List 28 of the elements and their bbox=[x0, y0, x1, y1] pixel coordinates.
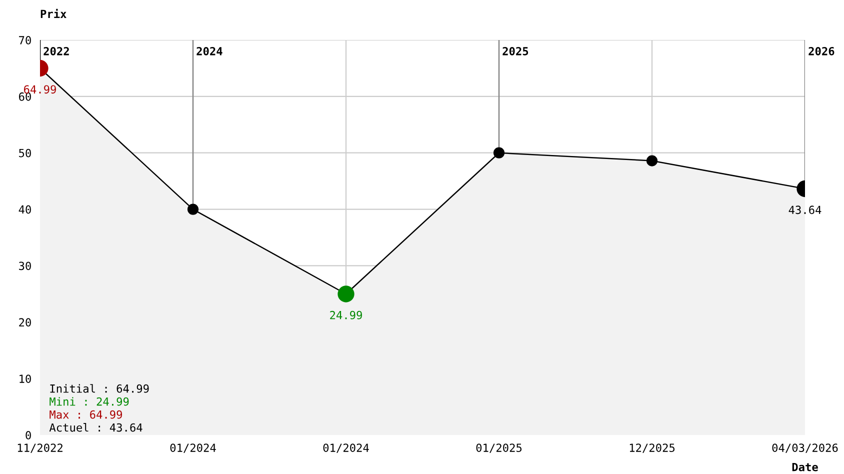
x-axis-title: Date bbox=[792, 462, 818, 472]
point bbox=[493, 147, 505, 158]
x-tick-label: 01/2025 bbox=[476, 444, 522, 453]
x-tick-label: 12/2025 bbox=[630, 444, 675, 453]
ref-line-label: 2025 bbox=[502, 46, 528, 56]
ref-line-label: 2022 bbox=[44, 46, 69, 56]
ref-line-label: 2024 bbox=[196, 46, 222, 56]
data-label: 24.99 bbox=[330, 310, 362, 320]
y-tick-label: 10 bbox=[20, 374, 31, 383]
y-tick-label: 20 bbox=[19, 318, 31, 327]
annotation: Max : 64.99 bbox=[50, 410, 122, 419]
y-tick-label: 70 bbox=[19, 36, 31, 44]
x-tick-label: 01/2024 bbox=[323, 444, 369, 453]
y-tick-label: 50 bbox=[19, 148, 31, 158]
y-tick-label: 40 bbox=[18, 205, 31, 214]
x-tick-label: 11/2022 bbox=[18, 444, 62, 453]
ref-line-label: 2026 bbox=[808, 46, 834, 56]
annotation: Mini : 24.99 bbox=[50, 397, 129, 406]
data-label: 64.99 bbox=[24, 85, 56, 94]
x-tick-label: 01/2024 bbox=[170, 444, 216, 453]
y-tick-label: 0 bbox=[26, 431, 31, 440]
x-tick-label: 04/03/2026 bbox=[772, 444, 838, 453]
y-tick-label: 60 bbox=[19, 92, 31, 101]
y-tick-label: 30 bbox=[19, 262, 31, 270]
data-label: 43.64 bbox=[788, 206, 822, 214]
annotation: Initial : 64.99 bbox=[50, 384, 149, 393]
annotation: Actuel : 43.64 bbox=[49, 423, 142, 432]
y-axis-title: Prix bbox=[40, 8, 66, 18]
